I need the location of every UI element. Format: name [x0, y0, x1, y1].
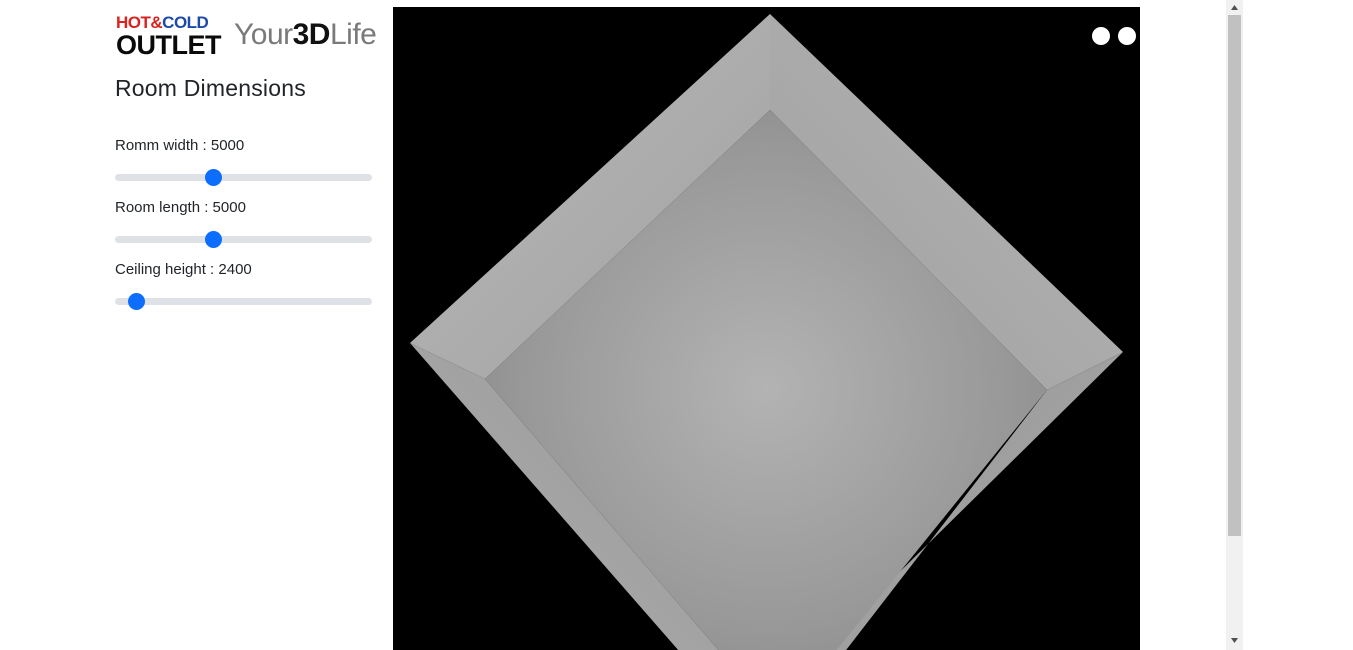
- scroll-up-arrow-icon[interactable]: [1226, 0, 1243, 14]
- logo-amp-text: &: [150, 13, 163, 32]
- logo-life-text: Life: [329, 18, 377, 51]
- hot-cold-outlet-logo[interactable]: HOT&COLD OUTLET: [116, 12, 222, 59]
- room-width-slider[interactable]: [115, 169, 372, 186]
- room-length-label: Room length : 5000: [115, 199, 246, 216]
- view-dot-2[interactable]: [1118, 27, 1136, 45]
- logo-outlet-text: OUTLET: [116, 30, 222, 60]
- 3d-room-viewport[interactable]: [393, 7, 1140, 650]
- page-title: Room Dimensions: [115, 75, 306, 101]
- brand-logos: HOT&COLD OUTLET Your3DLife: [116, 12, 378, 60]
- view-dot-1[interactable]: [1092, 27, 1110, 45]
- room-wall-top-left: [410, 14, 770, 379]
- room-render: [410, 14, 1123, 650]
- logo-your-text: Your: [234, 18, 293, 51]
- ceiling-height-slider[interactable]: [115, 293, 372, 310]
- page-scrollbar[interactable]: [1226, 0, 1243, 650]
- logo-top-line: HOT&COLD: [116, 13, 209, 32]
- ceiling-height-label: Ceiling height : 2400: [115, 261, 252, 278]
- room-wall-top-right: [770, 14, 1123, 390]
- logo-hot-text: HOT: [116, 13, 151, 32]
- logo-cold-text: COLD: [162, 13, 209, 32]
- scrollbar-thumb[interactable]: [1228, 15, 1241, 536]
- room-wall-bottom-left: [410, 343, 719, 650]
- ceiling-height-slider-thumb[interactable]: [127, 293, 145, 310]
- room-length-slider-thumb[interactable]: [204, 231, 222, 248]
- room-length-slider[interactable]: [115, 231, 372, 248]
- sidebar: HOT&COLD OUTLET Your3DLife Room Dimensio…: [0, 0, 393, 650]
- room-width-label: Romm width : 5000: [115, 137, 245, 154]
- room-floor: [485, 110, 1047, 650]
- your3dlife-logo[interactable]: Your3DLife: [234, 18, 377, 52]
- room-width-slider-thumb[interactable]: [204, 169, 222, 186]
- scroll-down-arrow-icon[interactable]: [1226, 634, 1243, 648]
- logo-3d-text: 3D: [292, 18, 331, 51]
